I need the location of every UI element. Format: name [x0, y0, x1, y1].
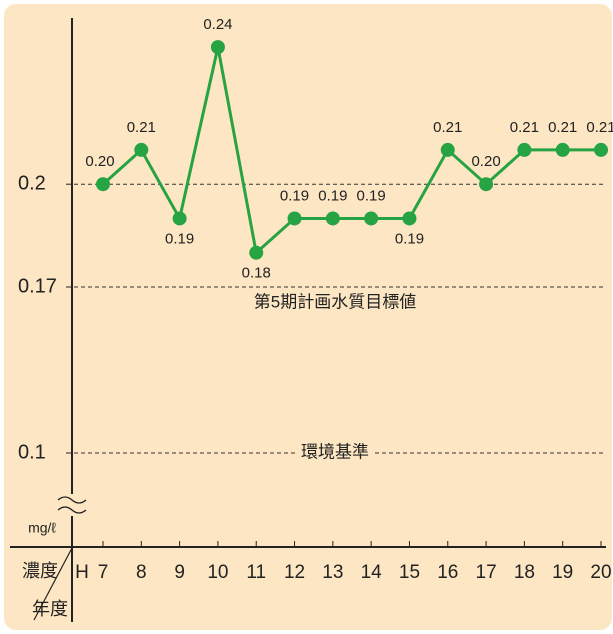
point: [594, 142, 608, 157]
y-unit: mg/ℓ: [28, 520, 56, 536]
y-tick-label: 0.1: [18, 441, 46, 463]
point: [517, 142, 532, 157]
x-tick-label: 20: [590, 562, 611, 583]
x-tick-label: 18: [514, 562, 535, 583]
point: [134, 142, 149, 157]
point: [172, 211, 187, 226]
x-tick-label: 7: [98, 562, 109, 583]
x-tick-label: 9: [174, 562, 185, 583]
value-label: 0.19: [395, 230, 424, 247]
point: [440, 142, 455, 157]
y-tick-label: 0.17: [18, 275, 57, 297]
value-label: 0.19: [165, 230, 194, 247]
x-tick-label: 10: [207, 562, 228, 583]
axis-break: [57, 496, 87, 514]
value-label: 0.21: [433, 119, 462, 136]
annotation: 環境基準: [301, 442, 369, 461]
value-label: 0.21: [127, 119, 156, 136]
value-label: 0.19: [357, 187, 386, 204]
point: [287, 211, 302, 226]
point: [96, 177, 110, 192]
point: [249, 245, 264, 260]
x-tick-label: 19: [552, 562, 573, 583]
value-label: 0.19: [318, 187, 347, 204]
x-tick-label: 8: [136, 562, 147, 583]
header-diagonal: [33, 547, 73, 621]
line: [101, 46, 601, 256]
value-label: 0.20: [471, 153, 500, 170]
x-tick-label: 14: [361, 562, 383, 583]
point: [555, 142, 570, 157]
value-label: 0.18: [242, 265, 271, 282]
x-prefix: H: [75, 562, 89, 583]
point: [325, 211, 340, 226]
x-tick-label: 17: [476, 562, 497, 583]
value-label: 0.19: [280, 187, 309, 204]
axis-break-gap: [60, 494, 84, 516]
column-label: 年度: [32, 599, 68, 619]
background: [4, 4, 612, 630]
value-label: 0.21: [548, 119, 577, 136]
y-tick-label: 0.2: [18, 172, 46, 194]
x-tick-label: 12: [284, 562, 305, 583]
x-tick-label: 15: [399, 562, 420, 583]
row-label: 濃度: [22, 561, 58, 581]
point: [364, 211, 379, 226]
value-label: 0.21: [586, 119, 613, 136]
x-tick-label: 11: [246, 562, 266, 583]
value-label: 0.21: [510, 119, 539, 136]
point: [402, 211, 417, 226]
value-label: 0.24: [203, 16, 232, 33]
value-label: 0.20: [85, 153, 114, 170]
x-tick-label: 16: [437, 562, 458, 583]
point: [210, 40, 225, 55]
annotation: 第5期計画水質目標値: [254, 292, 416, 311]
x-tick-label: 13: [322, 562, 343, 583]
annotation-bg: [297, 443, 373, 463]
point: [479, 177, 494, 192]
